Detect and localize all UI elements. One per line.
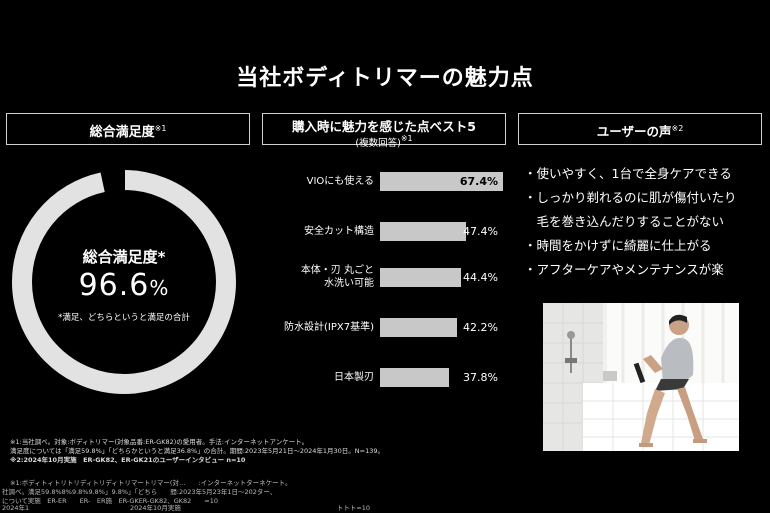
voice-item: ・しっかり剃れるのに肌が傷付いたり xyxy=(524,190,737,205)
voice-item: 毛を巻き込んだりすることがない xyxy=(524,214,725,229)
bar-value-label: 67.4% xyxy=(459,175,498,188)
bar-value-label: 37.8% xyxy=(463,371,498,384)
bar-category-label: VIOにも使える xyxy=(262,175,374,188)
bar-track: 47.4% xyxy=(380,222,504,241)
donut-center: 総合満足度* 96.6% *満足、どちらというと満足の合計 xyxy=(10,168,238,396)
bar-category-label: 安全カット構造 xyxy=(262,225,374,238)
product-usage-photo xyxy=(543,303,739,451)
bar-category-label: 防水設計(IPX7基準) xyxy=(262,321,374,334)
ranking-header: 購入時に魅力を感じた点ベスト5 (複数回答)※1 xyxy=(262,113,506,149)
bar-category-line: 日本製刃 xyxy=(334,372,374,383)
donut-value: 96.6% xyxy=(10,268,238,303)
satisfaction-header: 総合満足度※1 xyxy=(6,113,250,145)
ranking-bar-chart: VIOにも使える 67.4% 安全カット構造 47.4% 本体・刃 丸ごと水洗い可能 44… xyxy=(262,160,512,400)
bar-row: 日本製刃 37.8% xyxy=(262,368,512,408)
ghost-footnote-line: について実施 ER-ER ER- ER施 ER-GKER-GK82、GK82 =… xyxy=(2,497,219,505)
donut-note: *満足、どちらというと満足の合計 xyxy=(58,313,190,323)
bar-row: 防水設計(IPX7基準) 42.2% xyxy=(262,318,512,358)
voice-item: ・アフターケアやメンテナンスが楽 xyxy=(524,262,724,277)
bar-category-line: VIOにも使える xyxy=(306,176,374,187)
footnote-line: 満足度については「満足59.8%」「どちらかというと満足36.8%」の合計。期間… xyxy=(10,447,385,455)
bar xyxy=(380,172,503,191)
donut-label: 総合満足度* xyxy=(82,248,166,266)
bar-category-line: 安全カット構造 xyxy=(304,226,374,237)
user-voices-list: ・使いやすく、1台で全身ケアできる ・しっかり剃れるのに肌が傷付いたり 毛を巻き込… xyxy=(524,162,764,282)
voice-item: ・使いやすく、1台で全身ケアできる xyxy=(524,166,732,181)
bar-category-line: 本体・刃 丸ごと xyxy=(300,265,374,276)
ranking-header-label: 購入時に魅力を感じた点ベスト5 xyxy=(292,119,476,134)
ranking-note-mark: ※1 xyxy=(400,134,413,143)
bar xyxy=(380,368,449,387)
ghost-footnote-line: ※1:ボディトィトリトリディトリディトリマートリマー(対… :インターネットター… xyxy=(10,479,292,487)
voices-header-label: ユーザーの声 xyxy=(596,124,672,139)
ghost-footnote-line: 2024年1 xyxy=(2,504,30,512)
satisfaction-donut-chart xyxy=(12,170,236,394)
voice-item: ・時間をかけずに綺麗に仕上がる xyxy=(524,238,712,253)
bar-row: 安全カット構造 47.4% xyxy=(262,222,512,262)
bar-row: VIOにも使える 67.4% xyxy=(262,172,512,212)
voices-header: ユーザーの声※2 xyxy=(518,113,762,145)
bar xyxy=(380,268,461,287)
bar-track: 37.8% xyxy=(380,368,504,387)
voices-note-mark: ※2 xyxy=(671,124,684,133)
page-title: 当社ボディトリマーの魅力点 xyxy=(236,66,534,91)
bar-category-line: 防水設計(IPX7基準) xyxy=(284,322,374,333)
bar-category-label: 日本製刃 xyxy=(262,371,374,384)
bar-row: 本体・刃 丸ごと水洗い可能 44.4% xyxy=(262,265,512,308)
bar-category-label: 本体・刃 丸ごと水洗い可能 xyxy=(262,264,374,290)
donut-value-unit: % xyxy=(149,276,170,300)
bar-category-line: 水洗い可能 xyxy=(324,278,374,289)
bar-track: 44.4% xyxy=(380,268,504,287)
satisfaction-header-label: 総合満足度 xyxy=(89,125,155,140)
bar-value-label: 42.2% xyxy=(463,321,498,334)
bar-value-label: 47.4% xyxy=(463,225,498,238)
ghost-footnote-line: 社調べ。満足59.8%8%9.8%9.8%」9.8%」「どちら 間:2023年5… xyxy=(2,488,277,496)
ranking-header-sublabel: (複数回答)※1 xyxy=(263,134,505,149)
donut-value-number: 96.6 xyxy=(78,268,150,303)
footnote-line: ※2:2024年10月実施 ER-GK82、ER-GK21のユーザーインタビュー… xyxy=(10,456,246,464)
bar xyxy=(380,318,457,337)
ghost-footnote-line: 2024年10月実施 トトト=10 xyxy=(130,504,371,512)
bar xyxy=(380,222,467,241)
satisfaction-note-mark: ※1 xyxy=(154,124,167,133)
bar-track: 42.2% xyxy=(380,318,504,337)
ranking-sublabel-text: (複数回答) xyxy=(355,138,401,149)
bar-value-label: 44.4% xyxy=(463,271,498,284)
footnote-line: ※1:当社調べ。対象:ボディトリマー(対象品番:ER-GK82)の愛用者。手法:… xyxy=(10,438,309,446)
bar-track: 67.4% xyxy=(380,172,504,191)
